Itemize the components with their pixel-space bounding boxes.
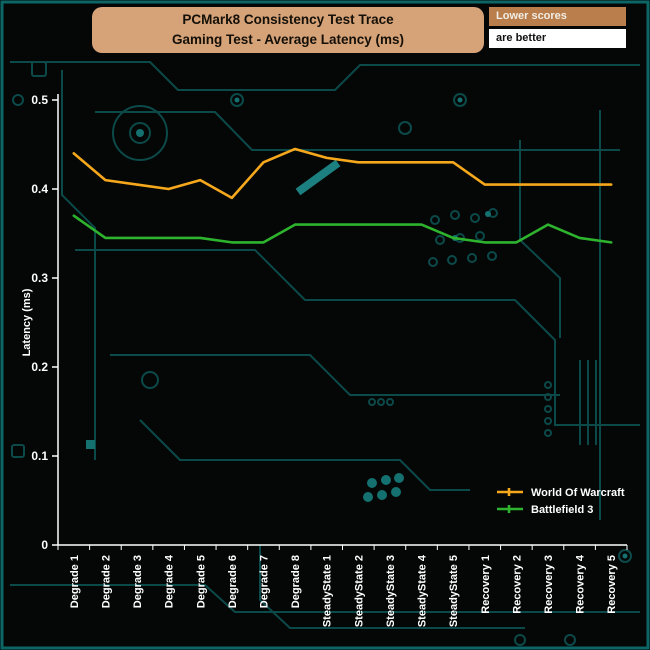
x-tick-label: Degrade 6 <box>227 555 239 608</box>
note-lower-scores: Lower scores <box>489 7 626 26</box>
x-tick-label: Recovery 3 <box>543 555 555 614</box>
note-are-better: are better <box>489 29 626 48</box>
x-tick-label: Recovery 5 <box>606 555 618 614</box>
x-tick-label: SteadyState 2 <box>353 555 365 627</box>
legend-label: Battlefield 3 <box>531 504 593 516</box>
x-tick-label: Recovery 2 <box>511 555 523 614</box>
x-tick-label: Degrade 4 <box>164 554 176 608</box>
chart-title-box: PCMark8 Consistency Test Trace Gaming Te… <box>92 7 484 53</box>
series-line-world-of-warcraft <box>72 147 613 200</box>
series-line-battlefield-3 <box>72 214 613 244</box>
y-tick-label: 0.4 <box>31 182 48 196</box>
x-tick-label: Degrade 1 <box>69 555 81 608</box>
x-tick-label: SteadyState 1 <box>322 555 334 627</box>
legend: World Of Warcraft Battlefield 3 <box>497 487 625 516</box>
x-tick-label: Recovery 4 <box>575 554 587 614</box>
y-tick-label: 0.3 <box>31 271 48 285</box>
x-tick-label: Degrade 3 <box>132 555 144 608</box>
y-tick-label: 0 <box>41 538 48 552</box>
legend-label: World Of Warcraft <box>531 487 625 499</box>
x-tick-label: Recovery 1 <box>480 555 492 614</box>
y-tick-label: 0.2 <box>31 360 48 374</box>
x-tick-label: SteadyState 5 <box>448 555 460 627</box>
y-axis-title: Latency (ms) <box>21 288 33 356</box>
chart-title-line1: PCMark8 Consistency Test Trace <box>182 12 394 28</box>
x-tick-label: Degrade 8 <box>290 555 302 608</box>
x-tick-label: Degrade 5 <box>195 555 207 608</box>
y-tick-label: 0.5 <box>31 93 48 107</box>
x-tick-label: SteadyState 4 <box>417 554 429 627</box>
x-tick-label: SteadyState 3 <box>385 555 397 627</box>
x-tick-label: Degrade 7 <box>258 555 270 608</box>
x-tick-label: Degrade 2 <box>100 555 112 608</box>
y-tick-label: 0.1 <box>31 449 48 463</box>
chart-title-line2: Gaming Test - Average Latency (ms) <box>171 32 405 47</box>
